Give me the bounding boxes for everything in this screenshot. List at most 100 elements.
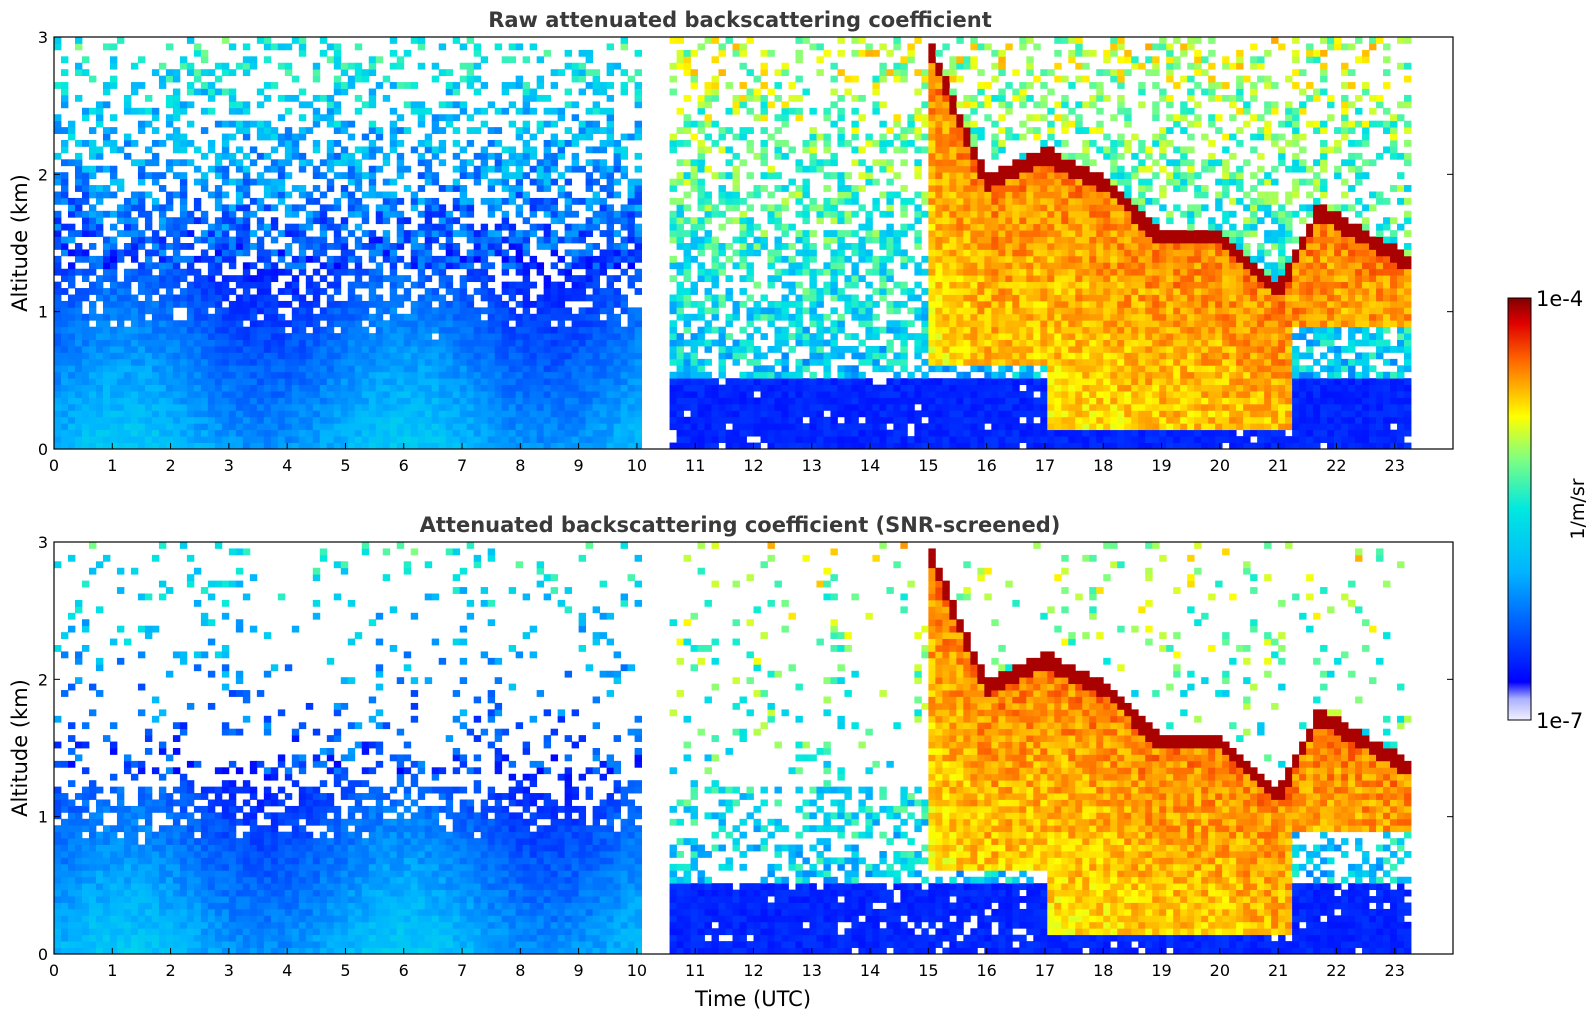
heatmap-cell <box>235 107 244 115</box>
heatmap-cell <box>354 339 363 347</box>
heatmap-cell <box>375 365 384 373</box>
heatmap-cell <box>858 185 866 192</box>
heatmap-cell <box>508 152 517 160</box>
heatmap-cell <box>480 243 489 250</box>
heatmap-cell <box>151 352 160 360</box>
heatmap-cell <box>606 236 615 244</box>
heatmap-cell <box>158 429 167 437</box>
heatmap-cell <box>249 403 258 411</box>
heatmap-cell <box>704 217 712 225</box>
heatmap-cell <box>494 307 503 315</box>
heatmap-cell <box>872 255 880 263</box>
heatmap-cell <box>893 120 901 128</box>
heatmap-cell <box>263 442 272 450</box>
heatmap-cell <box>494 423 503 431</box>
heatmap-cell <box>270 371 279 379</box>
heatmap-cell <box>347 120 356 128</box>
heatmap-cell <box>837 236 845 244</box>
heatmap-cell <box>522 429 531 437</box>
heatmap-cell <box>592 365 601 373</box>
heatmap-cell <box>613 371 621 379</box>
heatmap-cell <box>186 429 195 437</box>
heatmap-cell <box>319 210 328 218</box>
heatmap-cell <box>158 236 167 244</box>
heatmap-cell <box>396 429 405 437</box>
heatmap-cell <box>564 346 573 353</box>
heatmap-cell <box>494 243 503 250</box>
heatmap-cell <box>95 371 104 379</box>
heatmap-cell <box>151 230 160 237</box>
heatmap-cell <box>333 140 342 147</box>
heatmap-cell <box>501 236 510 244</box>
heatmap-cell <box>529 410 538 418</box>
heatmap-cell <box>172 320 181 328</box>
heatmap-cell <box>480 410 489 418</box>
heatmap-cell <box>165 339 174 347</box>
heatmap-cell <box>305 210 314 218</box>
heatmap-cell <box>109 326 118 334</box>
heatmap-cell <box>375 410 384 418</box>
heatmap-cell <box>711 88 719 96</box>
heatmap-cell <box>886 69 894 77</box>
heatmap-cell <box>417 140 426 147</box>
heatmap-cell <box>606 185 615 192</box>
heatmap-cell <box>312 62 321 70</box>
heatmap-cell <box>137 403 146 411</box>
heatmap-cell <box>396 114 405 122</box>
heatmap-cell <box>340 429 349 437</box>
heatmap-cell <box>774 204 782 212</box>
heatmap-cell <box>235 165 244 173</box>
heatmap-cell <box>879 69 887 77</box>
heatmap-cell <box>634 94 642 102</box>
heatmap-cell <box>690 384 698 392</box>
heatmap-cell <box>235 204 244 212</box>
heatmap-cell <box>81 178 90 186</box>
heatmap-cell <box>669 37 677 44</box>
heatmap-cell <box>137 307 146 315</box>
heatmap-cell <box>851 107 859 115</box>
heatmap-cell <box>571 358 580 366</box>
heatmap-cell <box>893 397 901 405</box>
heatmap-cell <box>109 172 118 180</box>
heatmap-cell <box>795 307 803 315</box>
heatmap-cell <box>795 378 803 386</box>
heatmap-cell <box>627 230 635 237</box>
heatmap-cell <box>620 410 628 418</box>
heatmap-cell <box>109 339 118 347</box>
heatmap-cell <box>389 378 398 386</box>
heatmap-cell <box>235 371 244 379</box>
heatmap-cell <box>893 416 901 424</box>
heatmap-cell <box>753 249 761 257</box>
heatmap-cell <box>305 358 314 366</box>
heatmap-cell <box>249 230 258 237</box>
heatmap-cell <box>704 339 712 347</box>
heatmap-cell <box>837 294 845 302</box>
heatmap-cell <box>228 313 237 321</box>
heatmap-cell <box>921 320 929 328</box>
heatmap-cell <box>760 313 768 321</box>
heatmap-cell <box>67 300 76 308</box>
heatmap-cell <box>54 152 62 160</box>
heatmap-cell <box>809 339 817 347</box>
heatmap-cell <box>137 281 146 289</box>
heatmap-cell <box>431 236 440 244</box>
heatmap-cell <box>522 281 531 289</box>
heatmap-cell <box>445 313 454 321</box>
heatmap-cell <box>67 429 76 437</box>
heatmap-cell <box>410 307 419 315</box>
heatmap-cell <box>361 352 370 360</box>
heatmap-cell <box>424 288 433 295</box>
heatmap-cell <box>165 275 174 283</box>
heatmap-cell <box>221 378 230 386</box>
heatmap-cell <box>340 249 349 257</box>
heatmap-cell <box>382 307 391 315</box>
heatmap-cell <box>109 281 118 289</box>
heatmap-cell <box>550 204 559 212</box>
heatmap-cell <box>347 423 356 431</box>
heatmap-cell <box>697 300 705 308</box>
heatmap-cell <box>249 410 258 418</box>
heatmap-cell <box>494 230 503 237</box>
heatmap-cell <box>179 172 188 180</box>
heatmap-cell <box>172 346 181 353</box>
heatmap-cell <box>620 378 628 386</box>
